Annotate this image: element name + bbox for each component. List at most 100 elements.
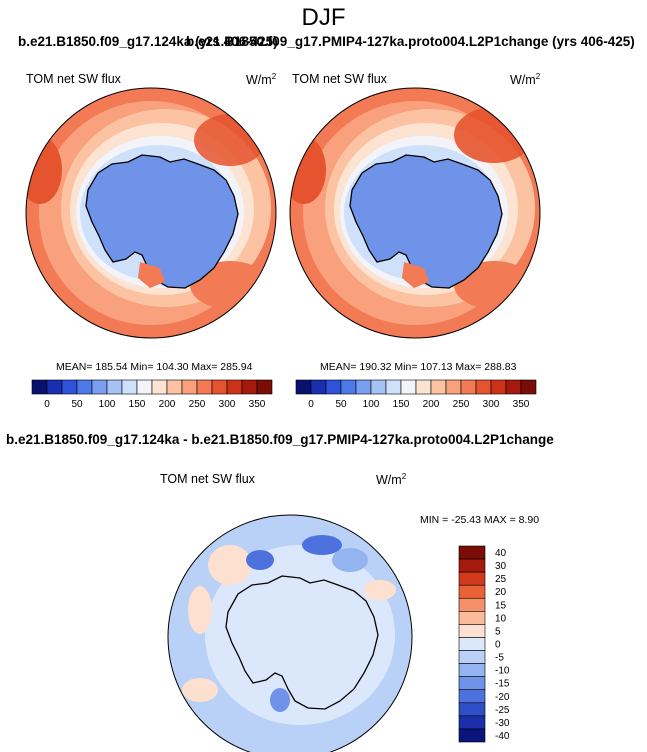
right-colorbar-tick-label: 300 [483, 399, 500, 410]
left-colorbar-tick-label: 250 [189, 399, 206, 410]
difference-colorbar-swatch [458, 663, 486, 677]
right-colorbar-swatch [295, 379, 312, 395]
difference-panel-title: b.e21.B1850.f09_g17.124ka - b.e21.B1850.… [6, 432, 554, 447]
right-map [290, 88, 540, 338]
right-colorbar-swatch [385, 379, 402, 395]
right-colorbar-swatch [340, 379, 357, 395]
difference-colorbar-swatch [458, 728, 486, 743]
left-colorbar [31, 379, 273, 395]
right-antarctica-landmass [349, 154, 503, 289]
left-colorbar-swatch [121, 379, 138, 395]
difference-colorbar-tick-label: -25 [495, 705, 510, 716]
difference-colorbar [458, 545, 486, 743]
difference-colorbar-swatch [458, 558, 486, 573]
left-map [26, 88, 276, 338]
right-colorbar-tick-label: 50 [335, 399, 347, 410]
right-colorbar [295, 379, 537, 395]
right-colorbar-swatch [445, 379, 462, 395]
left-colorbar-swatch [61, 379, 78, 395]
right-variable-label: TOM net SW flux [292, 72, 387, 86]
difference-colorbar-tick-label: -15 [495, 679, 510, 690]
difference-colorbar-swatch [458, 611, 486, 625]
difference-colorbar-swatch [458, 637, 486, 651]
right-units-label: W/m2 [510, 72, 541, 88]
left-colorbar-swatch [91, 379, 108, 395]
difference-colorbar-tick-label: 40 [495, 548, 507, 559]
left-colorbar-swatch [256, 379, 273, 395]
left-colorbar-swatch [31, 379, 48, 395]
right-peninsula-warm-patch [402, 262, 429, 288]
left-colorbar-tick-label: 150 [129, 399, 146, 410]
left-colorbar-tick-label: 100 [99, 399, 116, 410]
difference-colorbar-swatch [458, 702, 486, 717]
right-colorbar-tick-labels: 0 50 100 150 200 250 300 350 [308, 399, 530, 410]
right-colorbar-swatch [400, 379, 417, 395]
difference-colorbar-tick-label: -30 [495, 718, 510, 729]
left-colorbar-swatch [151, 379, 168, 395]
difference-colorbar-tick-label: 10 [495, 613, 507, 624]
difference-colorbar-tick-label: 15 [495, 600, 507, 611]
right-colorbar-swatch [520, 379, 537, 395]
left-colorbar-swatch [241, 379, 258, 395]
diff-minmax-readout: MIN = -25.43 MAX = 8.90 [420, 514, 540, 526]
left-colorbar-swatch [211, 379, 228, 395]
season-title: DJF [301, 4, 346, 31]
right-colorbar-tick-label: 200 [423, 399, 440, 410]
difference-colorbar-tick-labels: 40 30 25 20 15 10 5 0 -5 -10 -15 -20 -25 -30 -40 [495, 548, 510, 742]
right-colorbar-swatch [430, 379, 447, 395]
right-panel-title: b.e21.B1850.f09_g17.PMIP4-127ka.proto004… [186, 34, 635, 49]
left-map-border [25, 87, 277, 339]
left-colorbar-swatch [196, 379, 213, 395]
right-colorbar-tick-label: 0 [308, 399, 314, 410]
difference-colorbar-swatch [458, 584, 486, 599]
right-colorbar-swatch [325, 379, 342, 395]
difference-colorbar-tick-label: -10 [495, 666, 510, 677]
right-colorbar-tick-label: 250 [453, 399, 470, 410]
difference-antarctica-landmass [225, 575, 379, 710]
right-colorbar-swatch [415, 379, 432, 395]
right-colorbar-swatch [490, 379, 507, 395]
difference-colorbar-swatch [458, 650, 486, 664]
difference-colorbar-swatch [458, 689, 486, 704]
left-colorbar-swatch [226, 379, 243, 395]
right-colorbar-tick-label: 100 [363, 399, 380, 410]
left-colorbar-swatch [46, 379, 63, 395]
difference-colorbar-tick-label: -20 [495, 692, 510, 703]
difference-map-border [167, 514, 413, 752]
left-stats-readout: MEAN= 185.54 Min= 104.30 Max= 285.94 [56, 361, 253, 373]
right-colorbar-swatch [370, 379, 387, 395]
left-units-label: W/m2 [246, 72, 277, 88]
difference-colorbar-tick-label: -40 [495, 731, 510, 742]
difference-colorbar-tick-label: 0 [495, 640, 501, 651]
difference-colorbar-tick-label: -5 [495, 653, 504, 664]
left-panel-title: b.e21.B1850.f09_g17.124ka (yrs 406-425) [18, 34, 278, 49]
left-colorbar-tick-label: 350 [249, 399, 266, 410]
left-colorbar-swatch [181, 379, 198, 395]
left-colorbar-swatch [166, 379, 183, 395]
left-variable-label: TOM net SW flux [26, 72, 121, 86]
difference-colorbar-swatch [458, 715, 486, 730]
difference-colorbar-tick-label: 30 [495, 561, 507, 572]
right-colorbar-swatch [460, 379, 477, 395]
left-antarctica-landmass [85, 154, 239, 289]
left-colorbar-swatch [136, 379, 153, 395]
difference-map [168, 515, 412, 752]
left-colorbar-swatch [76, 379, 93, 395]
difference-colorbar-tick-label: 20 [495, 587, 507, 598]
right-colorbar-swatch [505, 379, 522, 395]
right-colorbar-tick-label: 350 [513, 399, 530, 410]
difference-colorbar-swatch [458, 624, 486, 638]
right-colorbar-swatch [355, 379, 372, 395]
left-colorbar-tick-label: 200 [159, 399, 176, 410]
left-colorbar-swatch [106, 379, 123, 395]
diff-units-label: W/m2 [376, 472, 407, 488]
left-colorbar-tick-labels: 0 50 100 150 200 250 300 350 [44, 399, 266, 410]
difference-colorbar-swatch [458, 571, 486, 586]
difference-colorbar-tick-label: 25 [495, 574, 507, 585]
left-colorbar-tick-label: 300 [219, 399, 236, 410]
difference-colorbar-swatch [458, 597, 486, 612]
right-map-border [289, 87, 541, 339]
difference-colorbar-swatch [458, 676, 486, 691]
right-colorbar-swatch [310, 379, 327, 395]
